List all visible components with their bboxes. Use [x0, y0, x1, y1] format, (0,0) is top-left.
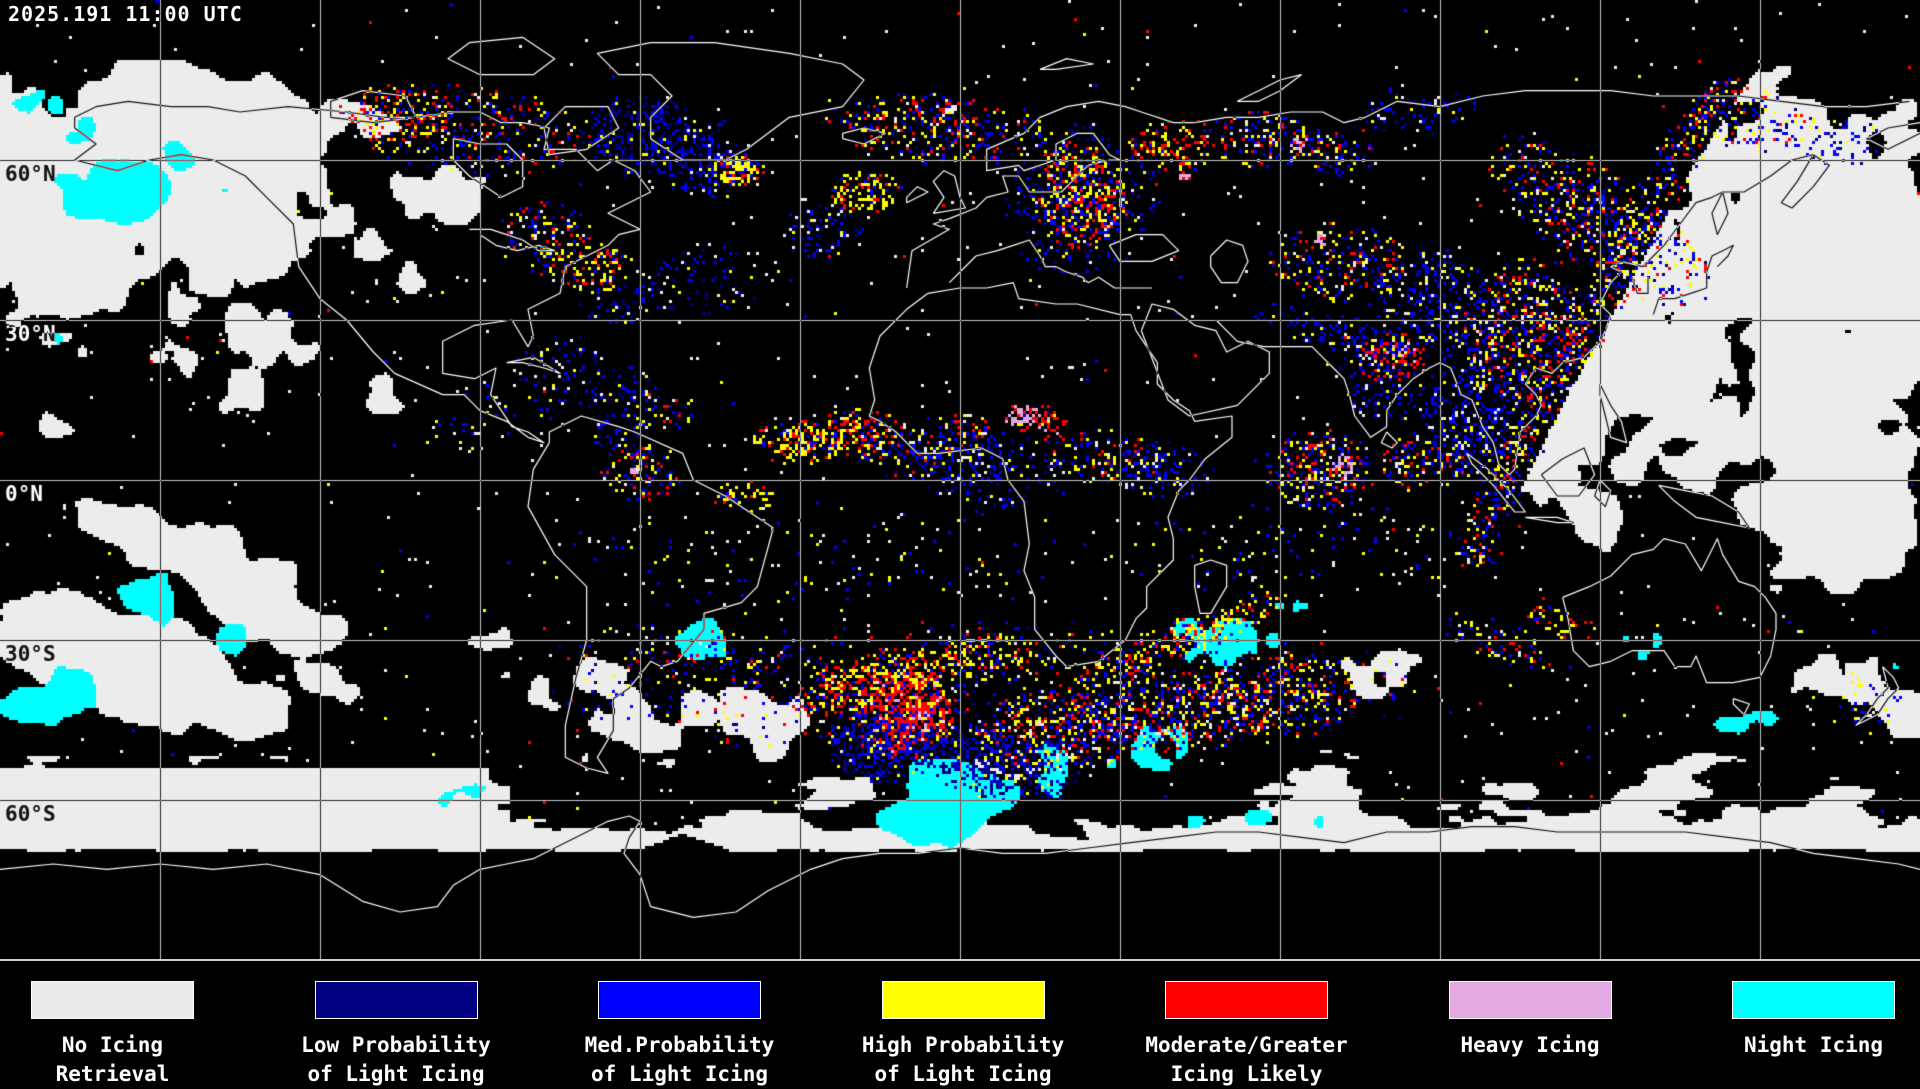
legend-label-no-icing-retrieval: No Icing Retrieval — [0, 1031, 263, 1089]
legend-label-med-probability: Med.Probability of Light Icing — [530, 1031, 830, 1089]
legend-label-high-probability: High Probability of Light Icing — [813, 1031, 1113, 1089]
icing-map-canvas — [0, 0, 1920, 960]
legend-swatch-high-probability — [882, 981, 1045, 1019]
legend-swatch-no-icing-retrieval — [31, 981, 194, 1019]
legend-swatch-moderate-greater — [1165, 981, 1328, 1019]
legend-label-heavy-icing: Heavy Icing — [1380, 1031, 1680, 1060]
legend-label-night-icing: Night Icing — [1664, 1031, 1920, 1060]
legend-swatch-low-probability — [315, 981, 478, 1019]
legend-swatch-night-icing — [1732, 981, 1895, 1019]
map-bottom-border — [0, 959, 1920, 961]
legend-label-moderate-greater: Moderate/Greater Icing Likely — [1097, 1031, 1397, 1089]
timestamp-label: 2025.191 11:00 UTC — [8, 2, 243, 26]
legend-swatch-med-probability — [598, 981, 761, 1019]
legend-label-low-probability: Low Probability of Light Icing — [246, 1031, 546, 1089]
global-icing-map: 2025.191 11:00 UTC — [0, 0, 1920, 960]
legend-swatch-heavy-icing — [1449, 981, 1612, 1019]
